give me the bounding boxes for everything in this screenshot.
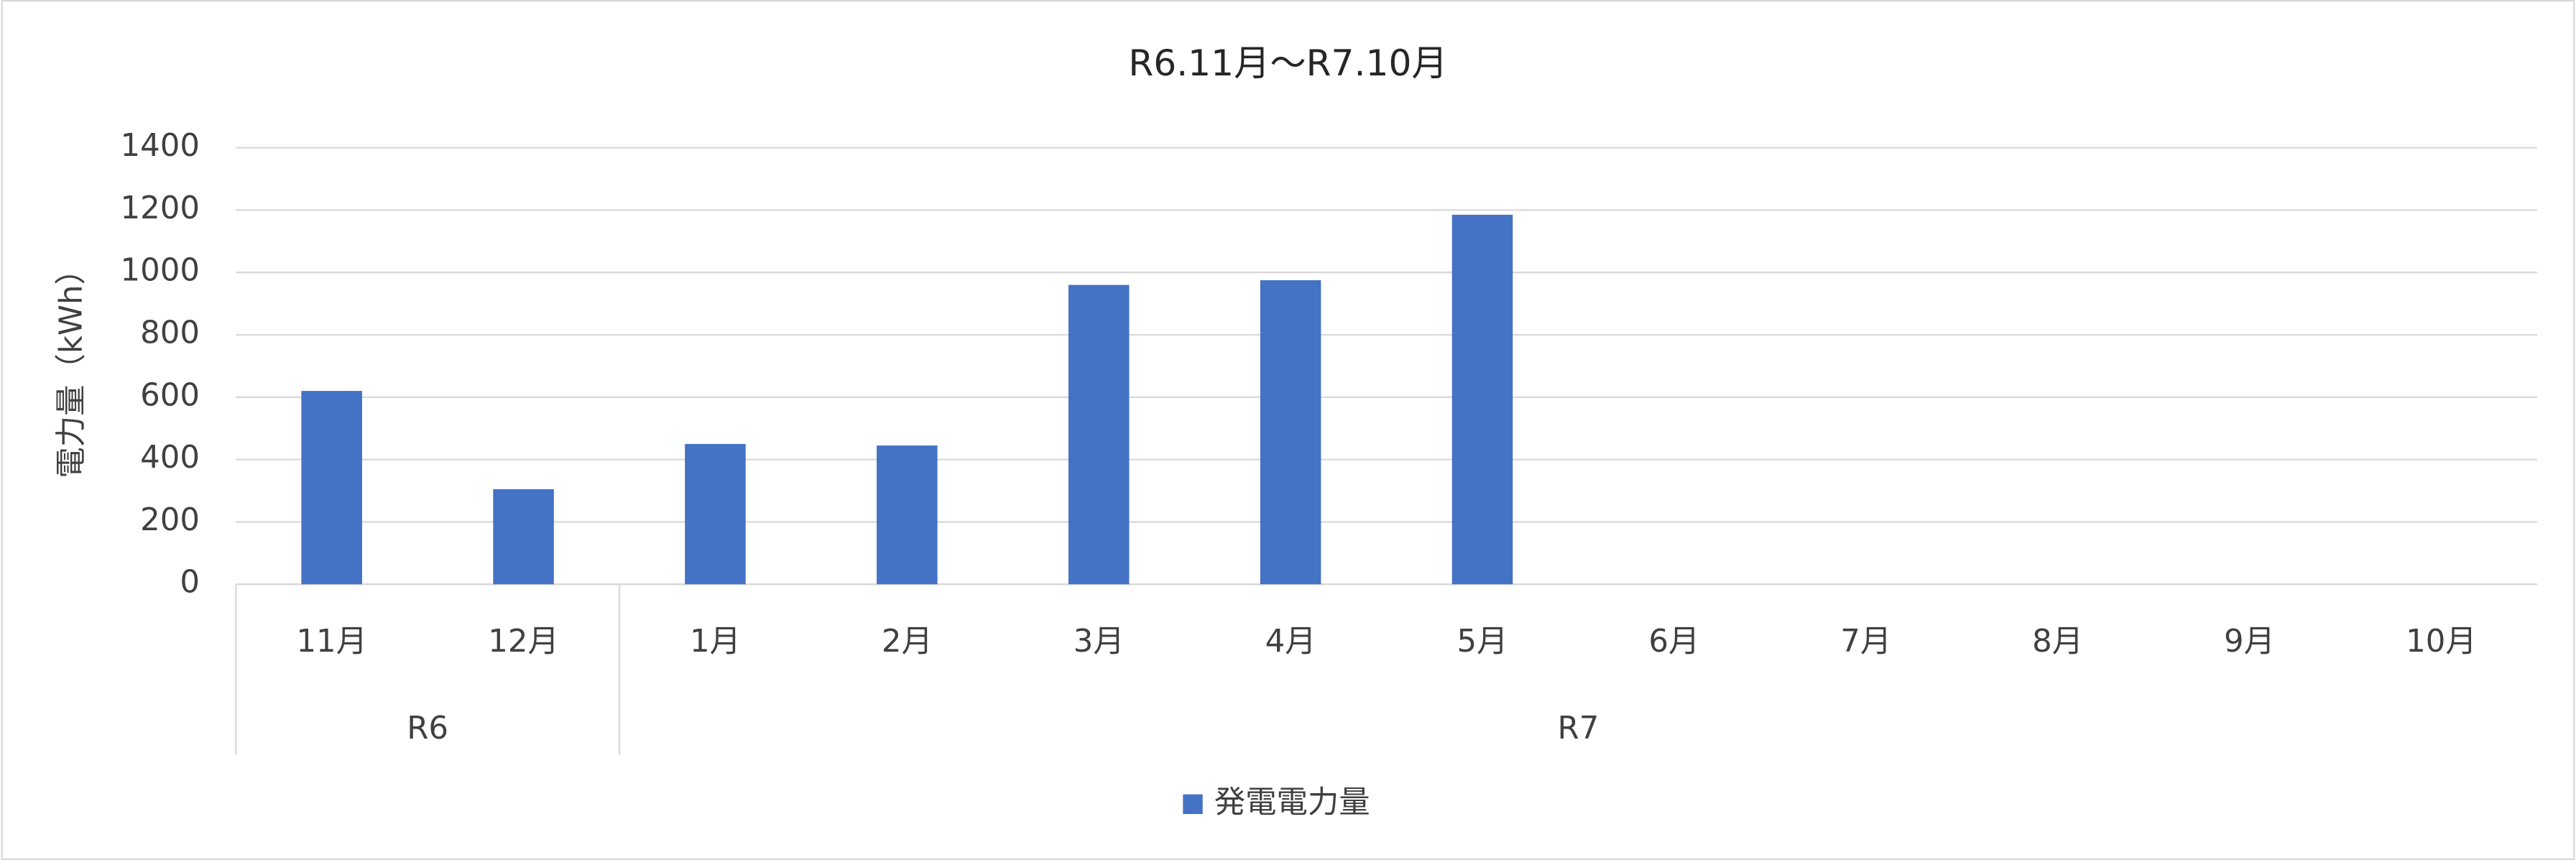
x-tick-label: 2月 [882, 624, 933, 660]
group-label: R6 [407, 711, 448, 746]
bar [301, 391, 362, 585]
x-tick-label: 3月 [1074, 624, 1125, 660]
y-tick-label: 0 [180, 565, 200, 601]
bar [1260, 280, 1321, 585]
x-tick-label: 10月 [2406, 624, 2477, 660]
legend-swatch [1183, 794, 1203, 815]
group-label: R7 [1558, 711, 1599, 746]
chart-title: R6.11月～R7.10月 [1128, 42, 1447, 84]
x-tick-label: 12月 [488, 624, 559, 660]
bar [1451, 214, 1513, 585]
bar [1068, 285, 1130, 585]
x-tick-label: 6月 [1648, 624, 1699, 660]
x-tick-label: 1月 [690, 624, 741, 660]
y-tick-label: 200 [140, 502, 200, 538]
bar [493, 489, 554, 585]
y-tick-label: 1000 [121, 253, 200, 289]
y-tick-label: 600 [140, 377, 200, 413]
x-tick-label: 9月 [2224, 624, 2275, 660]
x-tick-label: 4月 [1265, 624, 1316, 660]
y-axis-title: 電力量（kWh） [54, 254, 90, 478]
y-tick-label: 1200 [121, 190, 200, 226]
y-tick-label: 400 [140, 440, 200, 476]
bar [685, 443, 746, 585]
x-tick-label: 5月 [1457, 624, 1508, 660]
y-tick-label: 800 [140, 315, 200, 351]
y-tick-label: 1400 [121, 128, 200, 164]
bar [877, 445, 938, 585]
x-tick-label: 8月 [2032, 624, 2083, 660]
legend-label: 発電電力量 [1214, 785, 1370, 820]
x-tick-label: 7月 [1840, 624, 1891, 660]
x-tick-label: 11月 [296, 624, 367, 660]
